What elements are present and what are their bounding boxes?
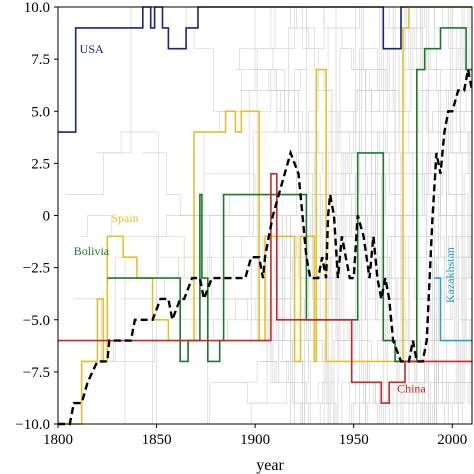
background-series-line — [387, 215, 473, 279]
kazakhstan-series-line — [434, 277, 472, 342]
y-tick-label: −7.5 — [23, 365, 50, 381]
background-series-line — [239, 6, 473, 175]
aggregate-series-line — [58, 69, 474, 426]
y-tick-label: −2.5 — [23, 261, 50, 277]
series-label-bolivia: Bolivia — [74, 244, 110, 258]
series-label-china: China — [397, 382, 426, 396]
bolivia-series-line — [107, 27, 472, 363]
china-series-line — [58, 173, 472, 404]
background-series-line — [95, 6, 473, 279]
y-tick-label: 5.0 — [31, 104, 50, 120]
series-label-kazakhstan: Kazakhstan — [443, 247, 457, 303]
spain-series-line — [58, 6, 472, 425]
y-tick-label: −5.0 — [23, 313, 50, 329]
x-tick-label: 1950 — [339, 432, 369, 448]
x-tick-label: 1800 — [43, 432, 73, 448]
x-tick-label: 1900 — [240, 432, 270, 448]
usa-series-line — [58, 6, 472, 133]
series-group — [58, 6, 474, 426]
y-tick-label: 7.5 — [31, 52, 50, 68]
background-series-line — [324, 6, 473, 154]
axes-group: −10.0 −7.5 −5.0 −2.5 0 2.5 5.0 7.5 10.0 1800 1850 1… — [15, 0, 473, 448]
series-label-usa: USA — [80, 42, 104, 56]
y-tick-label: 0 — [43, 209, 51, 225]
annotation-group: USA Spain Bolivia China Kazakhstan — [74, 42, 457, 396]
x-axis-title: year — [256, 457, 284, 474]
x-tick-label: 2000 — [437, 432, 467, 448]
y-tick-label: 2.5 — [31, 156, 50, 172]
series-label-spain: Spain — [111, 211, 138, 225]
y-tick-label: −10.0 — [15, 417, 50, 433]
x-tick-label: 1850 — [142, 432, 172, 448]
y-tick-label: 10.0 — [24, 0, 50, 16]
